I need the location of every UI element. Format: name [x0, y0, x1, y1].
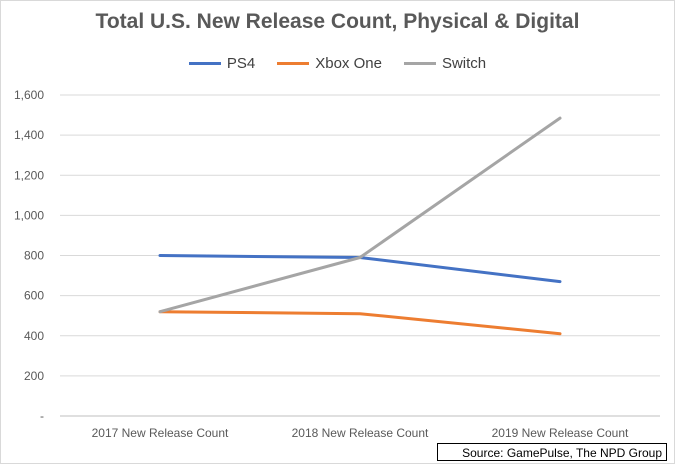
legend-swatch-switch: [403, 62, 436, 65]
legend-label-xbox-one: Xbox One: [315, 55, 382, 72]
legend-item-switch: Switch: [403, 55, 487, 72]
y-tick-label: 200: [24, 369, 44, 383]
series-line-xbox-one: [158, 310, 562, 336]
legend-item-xbox-one: Xbox One: [277, 55, 382, 72]
y-tick-label: 600: [24, 289, 44, 303]
chart-title: Total U.S. New Release Count, Physical &…: [95, 10, 580, 33]
x-tick-label: 2019 New Release Count: [492, 426, 629, 440]
y-tick-label: 800: [24, 249, 44, 263]
chart-legend: PS4 Xbox One Switch: [0, 55, 675, 72]
x-tick-label: 2018 New Release Count: [292, 426, 429, 440]
y-tick-label: 1,000: [14, 208, 44, 222]
x-tick-label: 2017 New Release Count: [92, 426, 229, 440]
legend-label-ps4: PS4: [226, 55, 256, 72]
series-line-ps4: [158, 254, 562, 284]
legend-label-switch: Switch: [441, 55, 487, 72]
y-tick-label: 1,600: [14, 88, 44, 102]
legend-swatch-xbox-one: [277, 62, 310, 65]
source-note: Source: GamePulse, The NPD Group: [437, 443, 667, 461]
y-tick-label: -: [40, 409, 44, 423]
y-tick-label: 1,200: [14, 168, 44, 182]
legend-swatch-ps4: [188, 62, 221, 65]
legend-item-ps4: PS4: [188, 55, 256, 72]
y-tick-label: 1,400: [14, 128, 44, 142]
y-tick-label: 400: [24, 329, 44, 343]
